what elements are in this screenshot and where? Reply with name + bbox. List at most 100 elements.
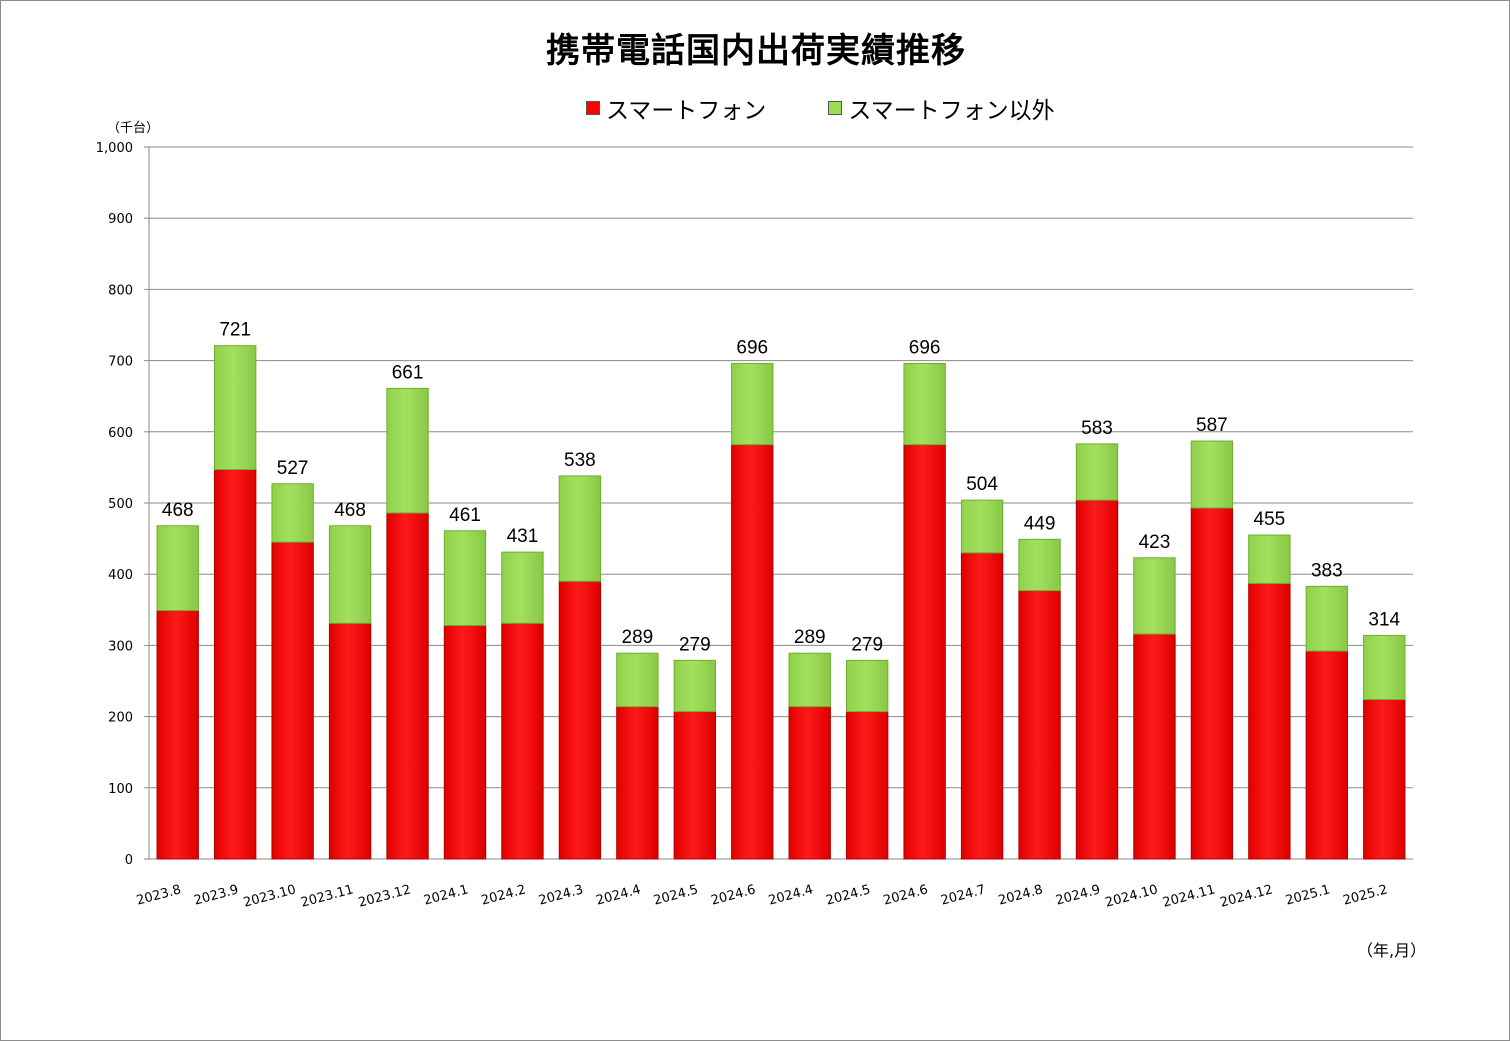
y-tick-label: 200 bbox=[108, 711, 133, 726]
x-tick-label: 2023.8 bbox=[135, 882, 183, 908]
bar-non-smartphone bbox=[386, 387, 429, 514]
x-axis-unit: （年,月） bbox=[1357, 941, 1427, 960]
bar-smartphone bbox=[616, 706, 659, 860]
bar-non-smartphone bbox=[558, 475, 602, 582]
total-label: 461 bbox=[449, 505, 481, 526]
bar-smartphone bbox=[558, 580, 602, 860]
total-label: 455 bbox=[1254, 509, 1286, 530]
total-label: 661 bbox=[392, 362, 424, 383]
total-label: 468 bbox=[162, 500, 194, 521]
bar-non-smartphone bbox=[673, 659, 717, 713]
x-tick-label: 2024.7 bbox=[939, 882, 987, 908]
total-label: 587 bbox=[1196, 415, 1228, 436]
bar-non-smartphone bbox=[156, 525, 199, 612]
y-tick-label: 600 bbox=[108, 426, 133, 441]
legend-swatch-non-smartphone bbox=[828, 101, 843, 115]
y-tick-label: 500 bbox=[108, 497, 133, 512]
total-label: 696 bbox=[909, 337, 941, 358]
bar-non-smartphone bbox=[1248, 534, 1291, 584]
bar-non-smartphone bbox=[271, 483, 314, 543]
x-tick-label: 2024.3 bbox=[537, 882, 585, 908]
bar-smartphone bbox=[1133, 633, 1176, 860]
legend-swatch-smartphone bbox=[586, 101, 600, 115]
y-tick-label: 0 bbox=[125, 853, 133, 868]
bar-smartphone bbox=[1018, 590, 1061, 860]
y-tick-label: 700 bbox=[108, 355, 133, 370]
total-label: 279 bbox=[851, 634, 883, 655]
bar-smartphone bbox=[1075, 499, 1119, 860]
x-tick-label: 2024.2 bbox=[480, 882, 528, 908]
bar-smartphone bbox=[731, 444, 774, 860]
bar-non-smartphone bbox=[1133, 557, 1176, 635]
total-label: 431 bbox=[507, 526, 539, 547]
bar-smartphone bbox=[1305, 650, 1349, 860]
bar-non-smartphone bbox=[1363, 634, 1406, 701]
x-tick-label: 2024.11 bbox=[1161, 882, 1217, 910]
y-tick-label: 900 bbox=[108, 212, 133, 227]
bar-non-smartphone bbox=[960, 499, 1004, 554]
total-label: 289 bbox=[794, 627, 826, 648]
total-label: 449 bbox=[1024, 513, 1056, 534]
bar-non-smartphone bbox=[328, 525, 372, 624]
bar-non-smartphone bbox=[501, 551, 544, 624]
x-tick-label: 2023.12 bbox=[357, 882, 413, 910]
bar-non-smartphone bbox=[1075, 443, 1119, 501]
x-tick-label: 2023.9 bbox=[192, 882, 240, 908]
bar-smartphone bbox=[386, 512, 429, 860]
x-tick-label: 2023.11 bbox=[299, 882, 355, 910]
legend: スマートフォン スマートフォン以外 bbox=[586, 91, 1117, 125]
legend-item-smartphone: スマートフォン bbox=[586, 91, 766, 125]
total-label: 289 bbox=[622, 627, 654, 648]
total-label: 527 bbox=[277, 458, 309, 479]
bar-non-smartphone bbox=[213, 345, 257, 471]
x-tick-label: 2024.5 bbox=[824, 882, 872, 908]
x-tick-label: 2024.4 bbox=[767, 882, 815, 908]
bar-non-smartphone bbox=[845, 659, 889, 713]
bar-smartphone bbox=[213, 469, 257, 860]
x-tick-label: 2024.12 bbox=[1219, 882, 1275, 910]
bar-smartphone bbox=[271, 541, 314, 860]
bar-non-smartphone bbox=[788, 652, 831, 708]
y-tick-label: 300 bbox=[108, 639, 133, 654]
total-label: 468 bbox=[334, 500, 366, 521]
y-tick-label: 400 bbox=[108, 568, 133, 583]
legend-label-non-smartphone: スマートフォン以外 bbox=[848, 98, 1055, 124]
total-label: 383 bbox=[1311, 560, 1343, 581]
chart-title: 携帯電話国内出荷実績推移 bbox=[546, 31, 966, 71]
y-tick-label: 1,000 bbox=[96, 141, 133, 156]
total-label: 721 bbox=[219, 320, 251, 341]
bar-smartphone bbox=[1248, 582, 1291, 860]
x-tick-label: 2023.10 bbox=[242, 882, 298, 910]
bar-smartphone bbox=[1363, 699, 1406, 860]
x-tick-label: 2024.6 bbox=[709, 882, 757, 908]
bar-non-smartphone bbox=[1018, 538, 1061, 592]
x-tick-label: 2024.4 bbox=[595, 882, 643, 908]
y-tick-label: 100 bbox=[108, 782, 133, 797]
bars bbox=[156, 345, 1406, 860]
bar-smartphone bbox=[443, 624, 487, 860]
bar-non-smartphone bbox=[443, 530, 487, 626]
total-label: 583 bbox=[1081, 418, 1113, 439]
bar-non-smartphone bbox=[903, 362, 946, 446]
bar-smartphone bbox=[960, 552, 1004, 860]
x-tick-label: 2024.1 bbox=[422, 882, 470, 908]
y-axis-unit: （千台） bbox=[107, 121, 160, 136]
total-label: 538 bbox=[564, 450, 596, 471]
bar-non-smartphone bbox=[616, 652, 659, 708]
x-tick-label: 2024.10 bbox=[1104, 882, 1160, 910]
x-tick-label: 2024.6 bbox=[882, 882, 930, 908]
x-tick-label: 2024.9 bbox=[1054, 882, 1102, 908]
bar-non-smartphone bbox=[731, 362, 774, 446]
bar-smartphone bbox=[1190, 507, 1234, 860]
x-tick-label: 2025.1 bbox=[1284, 882, 1332, 908]
x-tick-label: 2024.5 bbox=[652, 882, 700, 908]
bar-smartphone bbox=[156, 610, 199, 860]
bar-smartphone bbox=[845, 711, 889, 860]
total-label: 504 bbox=[966, 474, 998, 495]
bar-non-smartphone bbox=[1305, 585, 1349, 652]
bar-smartphone bbox=[788, 706, 831, 860]
y-tick-label: 800 bbox=[108, 283, 133, 298]
bar-non-smartphone bbox=[1190, 440, 1234, 509]
